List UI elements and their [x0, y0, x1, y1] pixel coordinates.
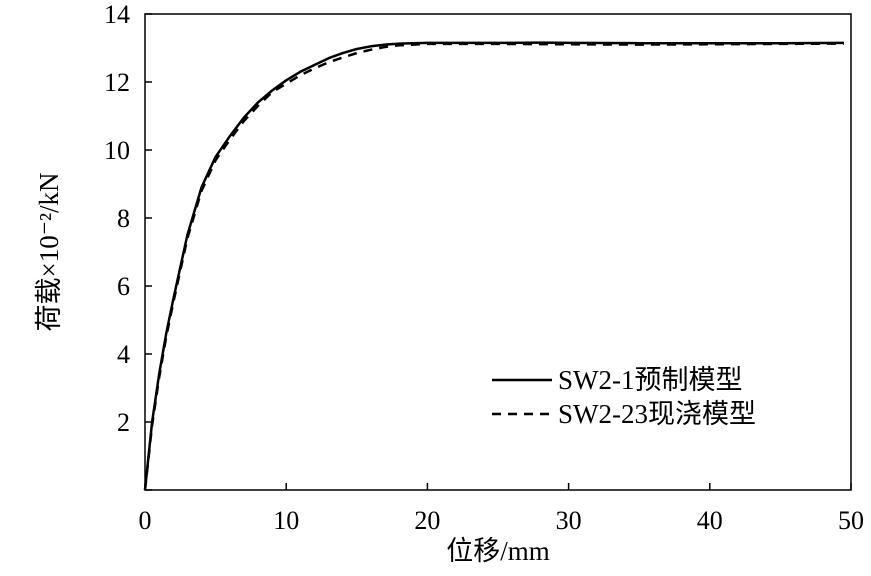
y-tick-label: 2 [117, 408, 130, 437]
series-layer [143, 41, 844, 491]
x-tick-label: 10 [273, 506, 299, 535]
x-tick-label: 0 [139, 506, 152, 535]
y-tick-label: 10 [104, 136, 130, 165]
y-tick-label: 14 [104, 0, 130, 29]
tick-layer: 0 10 20 30 40 50 2 4 6 8 10 12 14 [104, 0, 864, 535]
y-tick-label: 12 [104, 68, 130, 97]
y-tick-label: 8 [117, 204, 130, 233]
x-tick-label: 30 [556, 506, 582, 535]
y-tick-label: 6 [117, 272, 130, 301]
x-tick-label: 40 [697, 506, 723, 535]
x-tick-label: 50 [838, 506, 864, 535]
legend: SW2-1预制模型 SW2-23现浇模型 [492, 365, 756, 429]
plot-frame [144, 13, 852, 491]
legend-label-series-1: SW2-1预制模型 [558, 365, 743, 395]
x-tick-label: 20 [414, 506, 440, 535]
x-axis-title: 位移/mm [446, 536, 550, 566]
legend-label-series-2: SW2-23现浇模型 [558, 399, 756, 429]
y-tick-label: 4 [117, 340, 130, 369]
y-axis-title: 荷载×10⁻²/kN [34, 172, 64, 331]
